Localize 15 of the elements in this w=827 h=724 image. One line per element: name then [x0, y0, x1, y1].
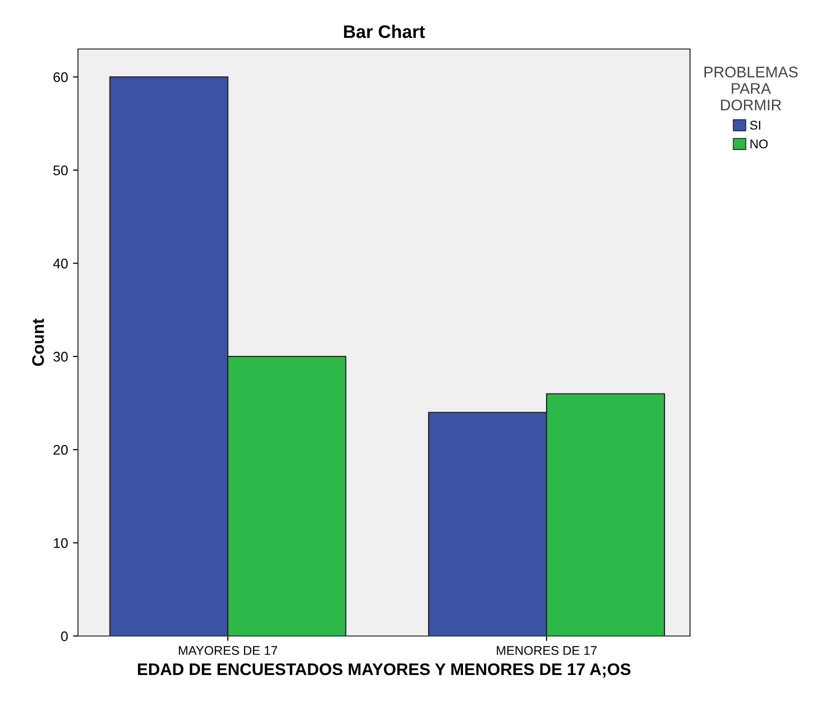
- legend-label: NO: [750, 140, 768, 148]
- y-tick-label: 60: [54, 72, 68, 82]
- x-tick-label: MAYORES DE 17: [178, 646, 278, 655]
- y-tick-label: 0: [61, 631, 68, 642]
- y-tick-label: 50: [53, 165, 68, 176]
- legend-title: PROBLEMAS PARA DORMIR: [704, 66, 798, 110]
- x-axis-title: EDAD DE ENCUESTADOS MAYORES Y MENORES DE 17 A;OS: [138, 663, 630, 678]
- legend-label: SI: [750, 120, 760, 130]
- y-tick-label: 30: [53, 352, 68, 362]
- x-tick-label: MENORES DE 17: [496, 646, 597, 655]
- y-axis-title: Count: [32, 318, 44, 366]
- y-tick-label: 10: [54, 538, 68, 548]
- chart-title: Bar Chart: [344, 24, 425, 38]
- y-tick-label: 40: [53, 258, 68, 268]
- y-tick-label: 20: [54, 444, 68, 455]
